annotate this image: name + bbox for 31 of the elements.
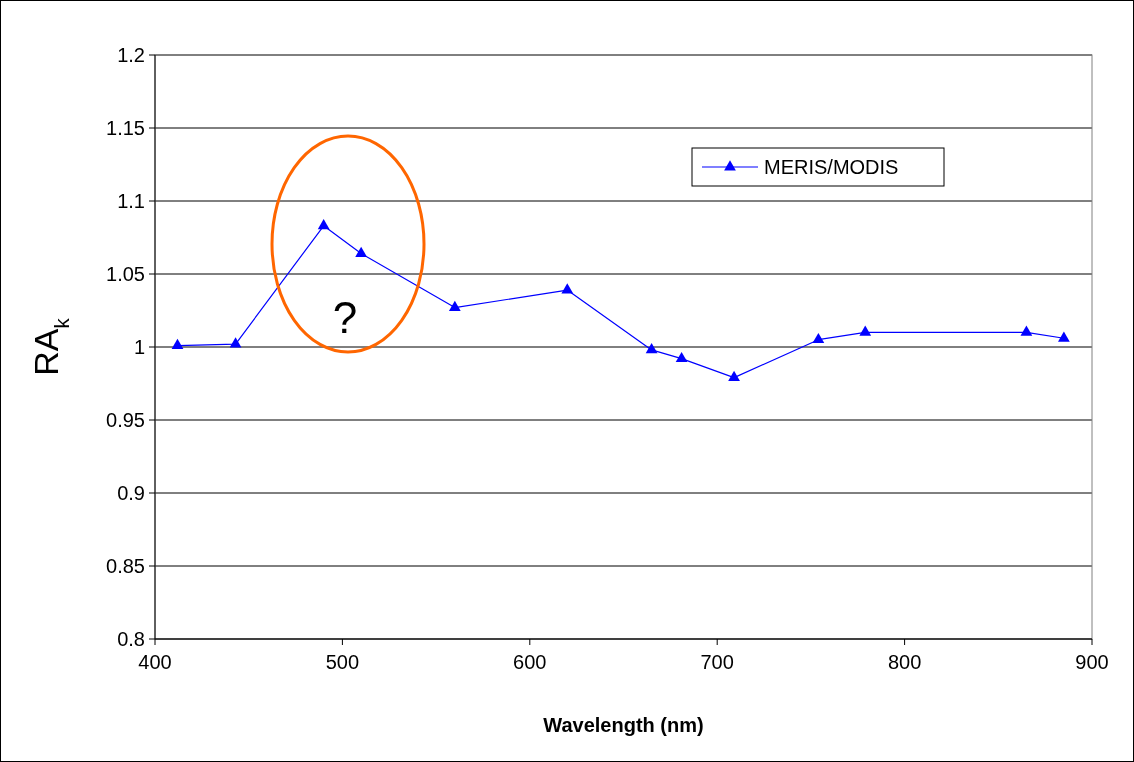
point — [728, 370, 740, 382]
point — [317, 219, 330, 230]
y-tick-label: 0.85 — [106, 555, 145, 577]
point — [171, 338, 184, 349]
legend-label: MERIS/MODIS — [764, 156, 899, 178]
y-tick-label: 0.95 — [106, 409, 145, 431]
point — [561, 283, 574, 294]
y-tick-label: 0.8 — [117, 628, 145, 650]
point — [448, 300, 461, 311]
point — [355, 246, 368, 257]
y-tick-label: 1.1 — [117, 190, 145, 212]
point — [1058, 331, 1070, 342]
annotation: ? — [332, 293, 358, 343]
y-tick-label: 1 — [133, 336, 145, 358]
point — [675, 351, 688, 363]
x-tick-label: 500 — [325, 651, 360, 673]
y-tick-label: 1.15 — [106, 117, 145, 139]
x-tick-label: 600 — [513, 651, 547, 673]
point — [1020, 325, 1033, 336]
point — [645, 343, 658, 354]
point — [229, 337, 242, 348]
point — [812, 332, 825, 344]
x-tick-label: 800 — [887, 651, 922, 673]
y-tick-label: 1.2 — [117, 44, 145, 66]
y-tick-label: 0.9 — [117, 482, 145, 504]
point — [859, 325, 872, 336]
x-axis-title: Wavelength (nm) — [543, 714, 704, 736]
y-tick-label: 1.05 — [106, 263, 145, 285]
x-tick-label: 700 — [700, 651, 734, 673]
x-tick-label: 900 — [1075, 651, 1109, 673]
x-tick-label: 400 — [138, 651, 172, 673]
